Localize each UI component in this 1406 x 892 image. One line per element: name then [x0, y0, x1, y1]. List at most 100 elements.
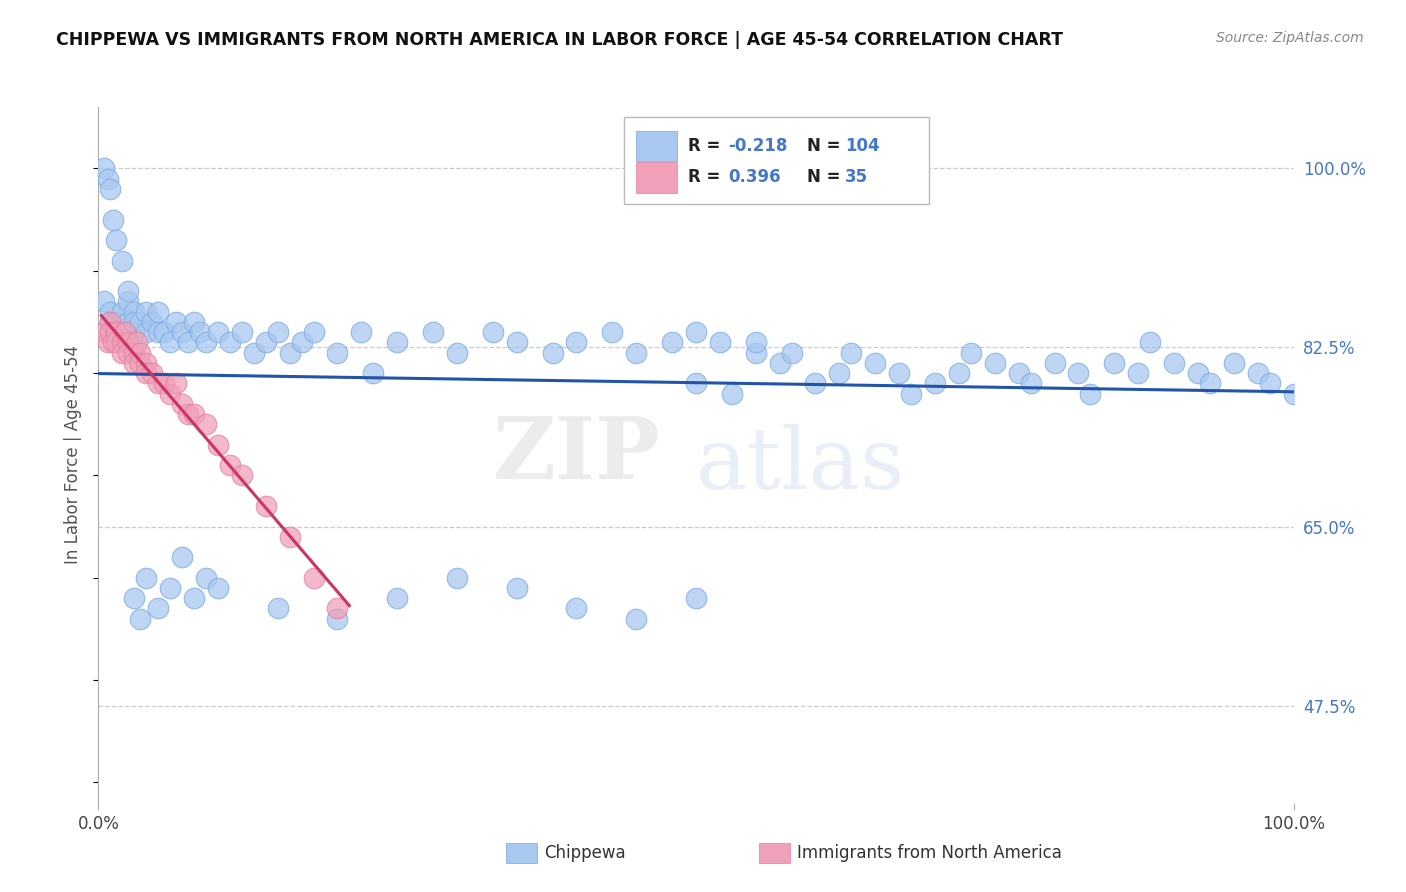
Point	[141, 366, 163, 380]
Point	[183, 315, 205, 329]
Point	[481, 325, 505, 339]
Point	[541, 345, 564, 359]
Point	[183, 407, 205, 421]
Text: 35: 35	[845, 169, 869, 186]
Point	[1187, 366, 1209, 380]
Point	[624, 612, 647, 626]
Point	[172, 397, 194, 411]
Point	[111, 345, 134, 359]
Point	[207, 438, 229, 452]
Point	[129, 315, 152, 329]
Point	[745, 345, 768, 359]
Point	[326, 601, 349, 615]
Point	[117, 284, 139, 298]
Point	[105, 233, 128, 247]
Point	[219, 335, 242, 350]
Point	[105, 325, 128, 339]
Point	[101, 212, 124, 227]
Point	[278, 345, 301, 359]
Text: Immigrants from North America: Immigrants from North America	[797, 844, 1062, 862]
Point	[839, 345, 862, 359]
Point	[135, 325, 157, 339]
Text: 104: 104	[845, 137, 880, 155]
Point	[267, 325, 290, 339]
Point	[1222, 356, 1246, 370]
Point	[1043, 356, 1066, 370]
Point	[135, 304, 157, 318]
Point	[101, 335, 124, 350]
Point	[124, 304, 146, 318]
Point	[148, 376, 170, 391]
Point	[93, 161, 115, 176]
Point	[385, 335, 409, 350]
Point	[111, 325, 134, 339]
Point	[129, 356, 152, 370]
Point	[804, 376, 827, 391]
Point	[685, 376, 707, 391]
Point	[117, 335, 139, 350]
Point	[1139, 335, 1161, 350]
Point	[1198, 376, 1220, 391]
Point	[900, 386, 922, 401]
Point	[111, 304, 134, 318]
Point	[194, 335, 217, 350]
Text: atlas: atlas	[696, 424, 905, 507]
Point	[1128, 366, 1150, 380]
Point	[153, 325, 176, 339]
Point	[948, 366, 970, 380]
Point	[207, 325, 229, 339]
Point	[1282, 386, 1305, 401]
FancyBboxPatch shape	[636, 162, 676, 193]
Y-axis label: In Labor Force | Age 45-54: In Labor Force | Age 45-54	[65, 345, 83, 565]
Point	[98, 315, 122, 329]
Point	[117, 315, 139, 329]
Point	[1163, 356, 1185, 370]
Point	[565, 601, 588, 615]
Point	[863, 356, 886, 370]
Point	[117, 345, 139, 359]
Point	[188, 325, 211, 339]
Point	[290, 335, 312, 350]
Point	[254, 499, 277, 513]
Point	[278, 530, 301, 544]
Point	[117, 294, 139, 309]
Point	[302, 571, 325, 585]
Point	[350, 325, 373, 339]
Point	[148, 601, 170, 615]
Point	[267, 601, 290, 615]
Point	[124, 591, 146, 606]
Point	[1102, 356, 1125, 370]
Point	[363, 366, 385, 380]
Point	[124, 345, 146, 359]
Text: R =: R =	[688, 137, 725, 155]
Point	[207, 581, 229, 595]
Text: ZIP: ZIP	[492, 413, 661, 497]
Point	[506, 335, 529, 350]
Point	[98, 304, 122, 318]
Point	[924, 376, 946, 391]
Point	[159, 386, 181, 401]
Point	[97, 171, 120, 186]
Point	[97, 335, 120, 350]
Point	[231, 468, 253, 483]
Point	[105, 315, 128, 329]
Text: CHIPPEWA VS IMMIGRANTS FROM NORTH AMERICA IN LABOR FORCE | AGE 45-54 CORRELATION: CHIPPEWA VS IMMIGRANTS FROM NORTH AMERIC…	[56, 31, 1063, 49]
Point	[165, 315, 187, 329]
Point	[114, 325, 136, 339]
Point	[1007, 366, 1029, 380]
Text: N =: N =	[807, 169, 846, 186]
Text: Chippewa: Chippewa	[544, 844, 626, 862]
Point	[1258, 376, 1281, 391]
Point	[124, 356, 146, 370]
Point	[125, 335, 148, 350]
Point	[135, 571, 157, 585]
Point	[93, 294, 115, 309]
Point	[159, 581, 181, 595]
Point	[446, 571, 468, 585]
Point	[124, 315, 146, 329]
Point	[1246, 366, 1268, 380]
Point	[745, 335, 768, 350]
Point	[172, 325, 194, 339]
Point	[709, 335, 731, 350]
Point	[183, 591, 205, 606]
